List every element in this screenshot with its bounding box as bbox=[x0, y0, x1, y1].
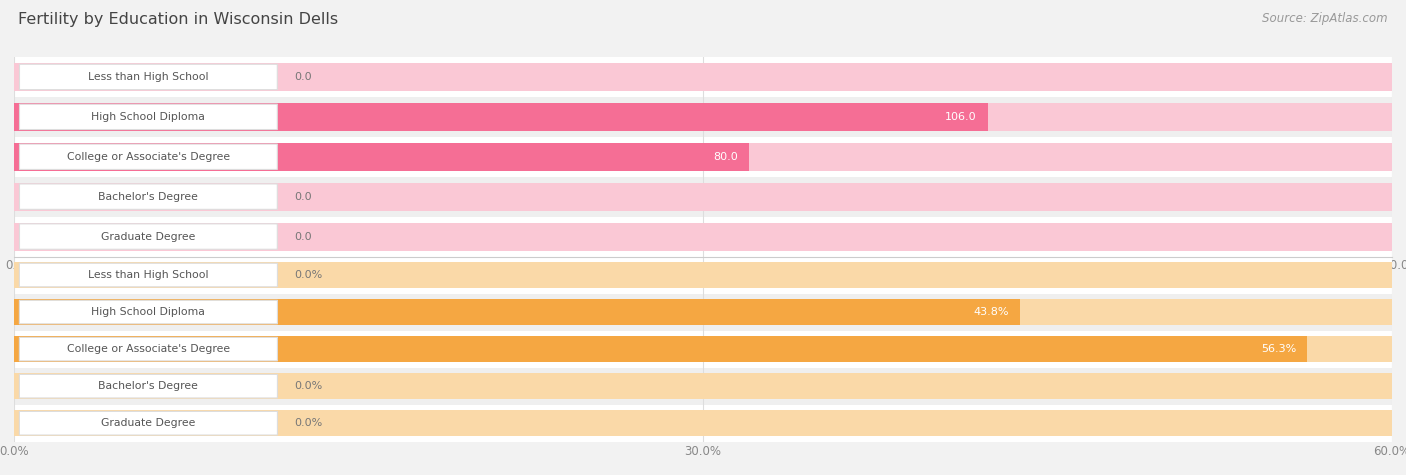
Text: 106.0: 106.0 bbox=[945, 112, 977, 122]
Bar bbox=[14, 177, 1392, 217]
Bar bbox=[14, 299, 1392, 325]
Bar bbox=[14, 331, 1392, 368]
FancyBboxPatch shape bbox=[20, 300, 277, 324]
Bar bbox=[14, 373, 1392, 399]
FancyBboxPatch shape bbox=[20, 411, 277, 435]
FancyBboxPatch shape bbox=[20, 144, 277, 170]
Bar bbox=[14, 223, 1392, 250]
Text: Graduate Degree: Graduate Degree bbox=[101, 231, 195, 242]
Text: College or Associate's Degree: College or Associate's Degree bbox=[67, 344, 231, 354]
Text: High School Diploma: High School Diploma bbox=[91, 307, 205, 317]
Bar bbox=[14, 103, 988, 131]
Bar bbox=[14, 217, 1392, 256]
Bar bbox=[14, 103, 1392, 131]
Text: 80.0: 80.0 bbox=[713, 152, 738, 162]
Bar bbox=[14, 256, 1392, 294]
FancyBboxPatch shape bbox=[20, 104, 277, 130]
FancyBboxPatch shape bbox=[20, 263, 277, 287]
Text: 43.8%: 43.8% bbox=[973, 307, 1010, 317]
Bar bbox=[14, 183, 1392, 210]
Text: High School Diploma: High School Diploma bbox=[91, 112, 205, 122]
Text: Source: ZipAtlas.com: Source: ZipAtlas.com bbox=[1263, 12, 1388, 25]
FancyBboxPatch shape bbox=[20, 337, 277, 361]
Text: Fertility by Education in Wisconsin Dells: Fertility by Education in Wisconsin Dell… bbox=[18, 12, 339, 27]
Text: 0.0%: 0.0% bbox=[294, 418, 322, 428]
Bar bbox=[14, 63, 1392, 91]
Text: College or Associate's Degree: College or Associate's Degree bbox=[67, 152, 231, 162]
Text: 0.0%: 0.0% bbox=[294, 381, 322, 391]
Bar bbox=[14, 336, 1392, 362]
Bar bbox=[14, 143, 1392, 171]
Bar bbox=[14, 97, 1392, 137]
Bar bbox=[14, 368, 1392, 405]
Text: Bachelor's Degree: Bachelor's Degree bbox=[98, 191, 198, 202]
Text: 0.0%: 0.0% bbox=[294, 270, 322, 280]
Bar bbox=[14, 57, 1392, 97]
Text: 0.0: 0.0 bbox=[294, 231, 311, 242]
Bar bbox=[14, 137, 1392, 177]
Text: Bachelor's Degree: Bachelor's Degree bbox=[98, 381, 198, 391]
Bar bbox=[14, 299, 1019, 325]
Text: Less than High School: Less than High School bbox=[89, 72, 208, 82]
FancyBboxPatch shape bbox=[20, 64, 277, 90]
Bar bbox=[14, 262, 1392, 288]
Bar bbox=[14, 336, 1308, 362]
Text: Less than High School: Less than High School bbox=[89, 270, 208, 280]
FancyBboxPatch shape bbox=[20, 224, 277, 249]
Bar bbox=[14, 143, 749, 171]
Bar bbox=[14, 405, 1392, 442]
Text: Graduate Degree: Graduate Degree bbox=[101, 418, 195, 428]
FancyBboxPatch shape bbox=[20, 374, 277, 398]
Bar bbox=[14, 410, 1392, 436]
Text: 0.0: 0.0 bbox=[294, 191, 311, 202]
Bar bbox=[14, 294, 1392, 331]
FancyBboxPatch shape bbox=[20, 184, 277, 209]
Text: 0.0: 0.0 bbox=[294, 72, 311, 82]
Text: 56.3%: 56.3% bbox=[1261, 344, 1296, 354]
